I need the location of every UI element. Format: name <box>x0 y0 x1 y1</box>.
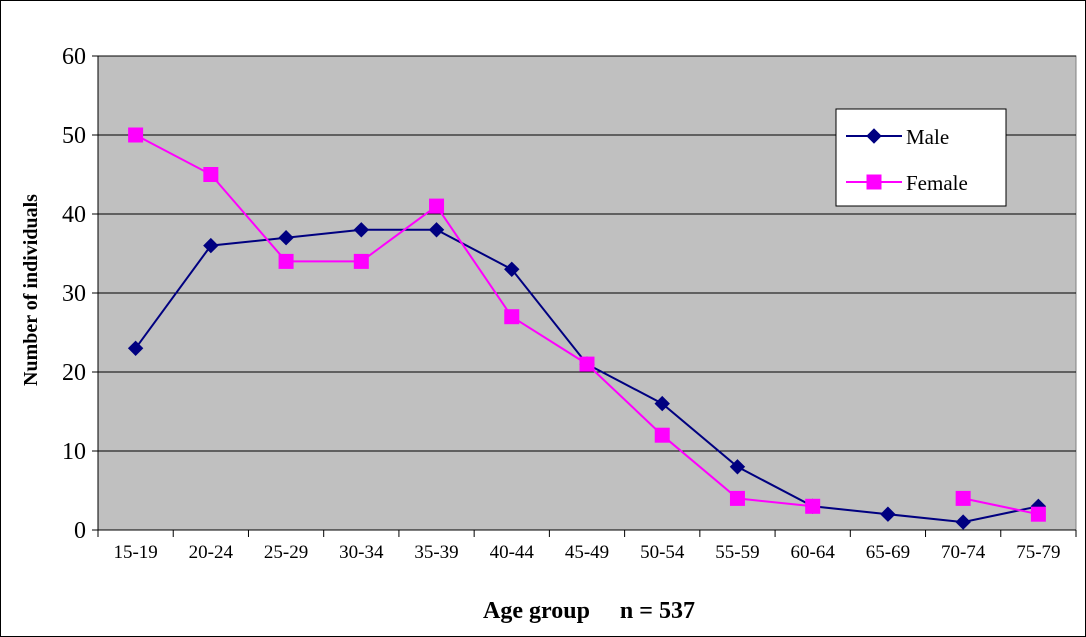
data-point-male <box>729 459 746 475</box>
data-point-male <box>880 506 896 522</box>
y-tick-label: 40 <box>62 202 86 228</box>
x-tick-label: 75-79 <box>1016 542 1060 563</box>
x-tick-label: 20-24 <box>189 542 234 563</box>
x-tick-label: 15-19 <box>113 542 157 563</box>
x-tick-label: 65-69 <box>866 542 910 563</box>
series-line-female <box>962 497 1039 516</box>
data-point-female <box>654 427 670 443</box>
data-point-male <box>654 395 670 412</box>
data-point-female <box>128 127 144 143</box>
data-point-female <box>429 198 445 214</box>
legend-item-female: Female <box>846 171 968 195</box>
y-tick-label: 10 <box>62 439 86 465</box>
legend-label: Male <box>906 125 949 149</box>
legend <box>835 108 1007 207</box>
data-point-male <box>353 222 370 238</box>
data-point-female <box>504 309 520 325</box>
y-tick-label: 30 <box>62 281 86 307</box>
y-tick-label: 0 <box>74 518 86 544</box>
data-point-female <box>955 490 971 506</box>
y-axis-title: Number of individuals <box>20 194 42 386</box>
x-tick-label: 35-39 <box>414 542 458 563</box>
data-point-male <box>955 514 971 530</box>
data-point-male <box>504 261 520 278</box>
data-point-male <box>278 229 294 246</box>
x-tick-label: 25-29 <box>264 542 308 563</box>
y-tick-label: 60 <box>62 44 86 70</box>
x-tick-label: 70-74 <box>941 542 986 563</box>
x-tick-label: 60-64 <box>791 542 836 563</box>
data-point-female <box>353 253 369 269</box>
legend-label: Female <box>906 171 968 195</box>
data-point-female <box>203 167 219 182</box>
data-point-female <box>278 253 294 269</box>
legend-item-male: Male <box>846 125 949 149</box>
x-tick-label: 45-49 <box>565 542 609 563</box>
y-tick-label: 20 <box>62 360 86 386</box>
legend-swatch-marker <box>866 128 882 144</box>
data-point-female <box>805 498 821 514</box>
data-point-male <box>428 222 445 238</box>
x-axis-title: Age group n = 537 <box>483 598 695 624</box>
data-point-female <box>729 490 745 506</box>
x-tick-label: 30-34 <box>339 542 384 563</box>
x-tick-label: 55-59 <box>715 542 759 563</box>
x-tick-label: 50-54 <box>640 542 685 563</box>
data-point-male <box>127 340 144 357</box>
y-tick-label: 50 <box>62 123 86 149</box>
series-line-female <box>135 134 813 508</box>
legend-swatch-marker <box>866 174 882 190</box>
data-point-female <box>1030 506 1046 522</box>
data-point-female <box>579 356 595 372</box>
series-female <box>128 127 1046 522</box>
data-point-male <box>203 237 219 254</box>
x-tick-label: 40-44 <box>490 542 535 563</box>
